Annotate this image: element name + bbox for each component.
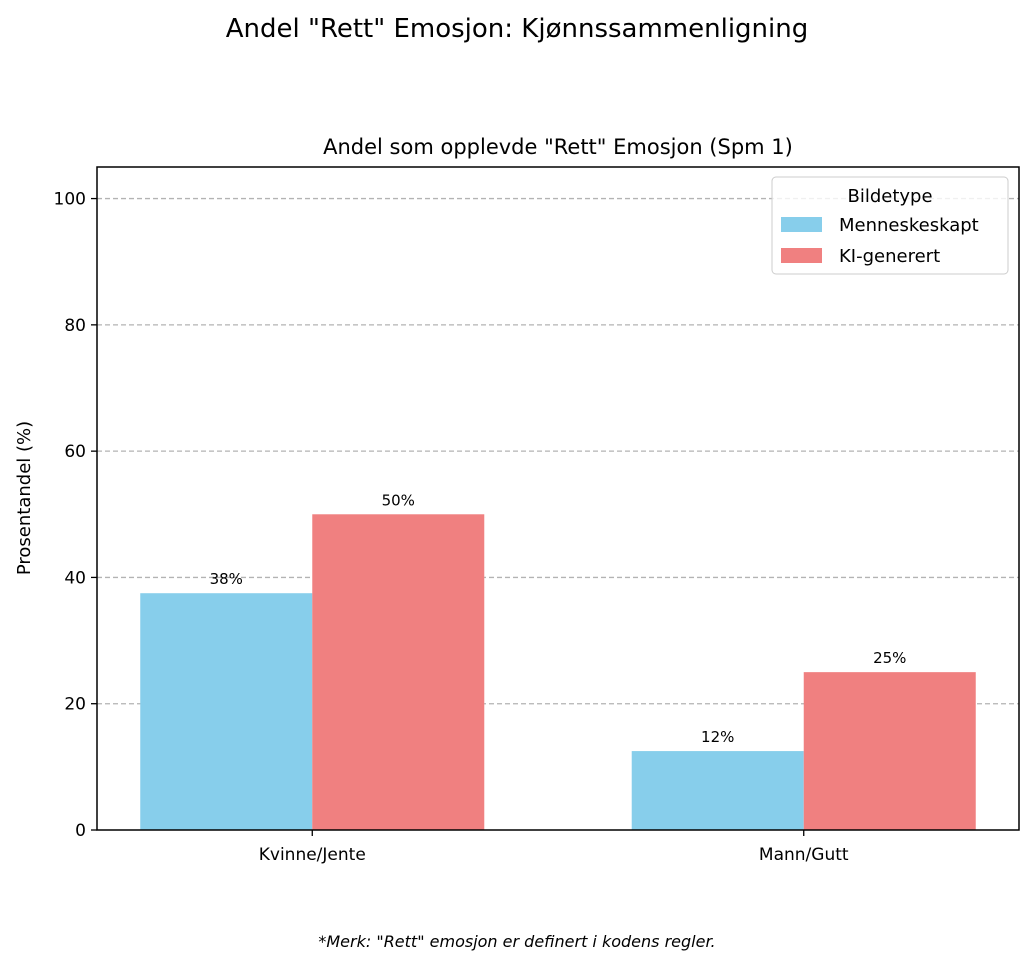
legend: Bildetype Menneskeskapt KI-generert: [771, 176, 1009, 275]
legend-label-menneskeskapt: Menneskeskapt: [839, 215, 979, 236]
y-tick-label-5: 100: [54, 190, 86, 210]
x-tick-label-1: Mann/Gutt: [759, 845, 849, 865]
data-label-menneskeskapt-1: 12%: [701, 728, 734, 746]
footnote: *Merk: "Rett" emosjon er definert i kode…: [318, 932, 715, 951]
data-label-ki-generert-0: 50%: [382, 491, 415, 509]
y-tick-label-0: 0: [75, 821, 86, 841]
legend-label-ki-generert: KI-generert: [839, 246, 940, 267]
legend-swatch-ki-generert: [781, 248, 822, 263]
x-tick-label-0: Kvinne/Jente: [259, 845, 366, 865]
y-tick-label-4: 80: [64, 316, 86, 336]
bar-ki-generert-1: [803, 672, 976, 830]
chart-title: Andel som opplevde "Rett" Emosjon (Spm 1…: [323, 135, 793, 159]
legend-box: [771, 176, 1009, 275]
bar-ki-generert-0: [312, 514, 485, 830]
y-tick-label-2: 40: [64, 568, 86, 588]
y-tick-label-1: 20: [64, 695, 86, 715]
x-axis-ticks: Kvinne/Jente Mann/Gutt: [259, 830, 849, 865]
data-labels: 38% 12% 50% 25%: [210, 491, 907, 746]
legend-swatch-menneskeskapt: [781, 217, 822, 232]
chart-suptitle: Andel "Rett" Emosjon: Kjønnssammenlignin…: [226, 14, 809, 44]
y-axis-label: Prosentandel (%): [14, 421, 35, 575]
plot-area-frame: [96, 166, 1020, 831]
legend-title: Bildetype: [847, 186, 932, 207]
bar-menneskeskapt-0: [140, 593, 313, 830]
bar-menneskeskapt-1: [631, 751, 804, 830]
y-tick-label-3: 60: [64, 442, 86, 462]
data-label-menneskeskapt-0: 38%: [210, 570, 243, 588]
y-axis-ticks: 0 20 40 60 80 100: [54, 190, 97, 841]
data-label-ki-generert-1: 25%: [873, 649, 906, 667]
bars: [140, 514, 976, 830]
